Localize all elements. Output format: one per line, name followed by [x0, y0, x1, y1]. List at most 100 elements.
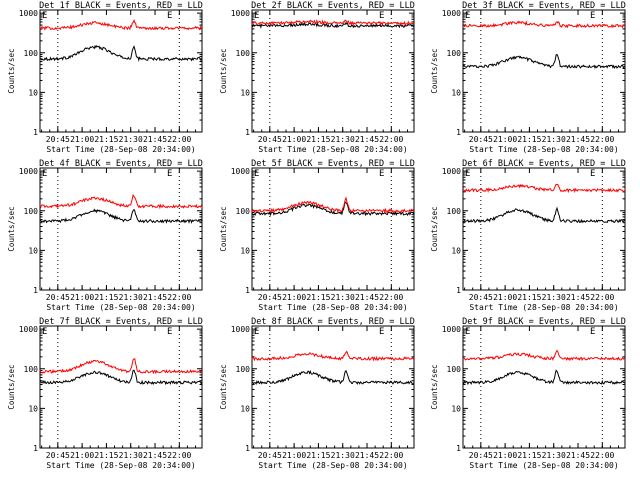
y-tick-label: 100: [24, 207, 39, 216]
corner-mark-left: E: [254, 327, 259, 337]
x-tick-label: 21:30: [331, 451, 355, 460]
x-axis-label: Start Time (28-Sep-08 20:34:00): [258, 461, 407, 470]
corner-mark-left: E: [42, 169, 47, 179]
y-tick-label: 100: [236, 207, 251, 216]
y-tick-label: 10: [28, 404, 38, 413]
x-tick-label: 21:30: [542, 451, 566, 460]
corner-mark-right: E: [379, 169, 384, 179]
x-tick-label: 22:00: [379, 293, 403, 302]
series-events-line: [462, 53, 626, 70]
series-lld-line: [251, 350, 415, 362]
x-tick-label: 22:00: [167, 451, 191, 460]
panel-title: Det 2f BLACK = Events, RED = LLD: [251, 1, 415, 11]
corner-mark-left: E: [254, 169, 259, 179]
plot-frame: [462, 167, 626, 291]
y-tick-label: 1: [245, 286, 250, 295]
x-tick-label: 21:30: [331, 293, 355, 302]
corner-mark-left: E: [42, 327, 47, 337]
plot-frame: [39, 9, 203, 133]
y-tick-label: 1: [33, 128, 38, 137]
y-tick-label: 100: [447, 207, 462, 216]
x-axis-label: Start Time (28-Sep-08 20:34:00): [469, 461, 618, 470]
x-tick-label: 21:45: [566, 135, 590, 144]
x-tick-label: 21:45: [566, 451, 590, 460]
y-axis-label: Counts/sec: [7, 48, 16, 93]
x-tick-label: 21:15: [94, 293, 118, 302]
y-tick-label: 10: [451, 246, 461, 255]
corner-mark-left: E: [465, 169, 470, 179]
x-tick-label: 22:00: [167, 293, 191, 302]
x-tick-label: 21:45: [355, 451, 379, 460]
x-axis-label: Start Time (28-Sep-08 20:34:00): [46, 145, 195, 154]
series-lld-line: [39, 358, 203, 375]
y-tick-label: 100: [24, 49, 39, 58]
y-tick-label: 1000: [231, 325, 250, 334]
x-tick-label: 21:00: [493, 135, 517, 144]
y-axis-label: Counts/sec: [219, 48, 228, 93]
x-axis-label: Start Time (28-Sep-08 20:34:00): [469, 145, 618, 154]
x-tick-label: 20:45: [258, 293, 282, 302]
x-axis-label: Start Time (28-Sep-08 20:34:00): [258, 303, 407, 312]
y-tick-label: 10: [451, 404, 461, 413]
y-tick-label: 10: [240, 246, 250, 255]
corner-mark-right: E: [590, 11, 595, 21]
series-lld-line: [463, 183, 626, 194]
y-tick-label: 100: [24, 365, 39, 374]
x-axis-label: Start Time (28-Sep-08 20:34:00): [46, 303, 195, 312]
series-lld-line: [462, 20, 626, 29]
corner-mark-right: E: [167, 327, 172, 337]
plot-frame: [462, 9, 626, 133]
series-lld-line: [39, 193, 203, 210]
y-tick-label: 1000: [19, 325, 38, 334]
corner-mark-left: E: [465, 11, 470, 21]
plot-frame: [462, 325, 626, 449]
panel-title: Det 5f BLACK = Events, RED = LLD: [251, 159, 415, 169]
series-events-line: [251, 21, 415, 29]
x-tick-label: 21:15: [517, 135, 541, 144]
x-tick-label: 21:15: [94, 135, 118, 144]
corner-mark-right: E: [379, 11, 384, 21]
y-tick-label: 1: [245, 444, 250, 453]
x-tick-label: 21:15: [517, 451, 541, 460]
plot-frame: [251, 325, 415, 449]
x-tick-label: 21:30: [542, 135, 566, 144]
corner-mark-left: E: [254, 11, 259, 21]
x-tick-label: 21:00: [70, 451, 94, 460]
series-events-line: [39, 369, 203, 386]
x-tick-label: 22:00: [167, 135, 191, 144]
x-tick-label: 21:00: [282, 451, 306, 460]
plot-frame: [251, 9, 415, 133]
y-axis-label: Counts/sec: [219, 364, 228, 409]
corner-mark-left: E: [42, 11, 47, 21]
x-tick-label: 21:45: [143, 451, 167, 460]
y-tick-label: 100: [447, 49, 462, 58]
y-tick-label: 1: [456, 128, 461, 137]
x-tick-label: 21:00: [493, 293, 517, 302]
x-axis-label: Start Time (28-Sep-08 20:34:00): [469, 303, 618, 312]
series-lld-line: [39, 19, 203, 31]
x-tick-label: 20:45: [46, 293, 70, 302]
y-tick-label: 1: [456, 286, 461, 295]
x-tick-label: 21:30: [119, 293, 143, 302]
panel-title: Det 8f BLACK = Events, RED = LLD: [251, 317, 415, 327]
x-tick-label: 21:15: [517, 293, 541, 302]
panel-title: Det 1f BLACK = Events, RED = LLD: [39, 1, 203, 11]
plot-frame: [39, 325, 203, 449]
x-tick-label: 21:15: [306, 451, 330, 460]
y-axis-label: Counts/sec: [219, 206, 228, 251]
x-tick-label: 21:45: [566, 293, 590, 302]
x-tick-label: 20:45: [258, 135, 282, 144]
y-tick-label: 1: [33, 286, 38, 295]
corner-mark-right: E: [167, 169, 172, 179]
series-lld-line: [462, 349, 626, 362]
y-tick-label: 1000: [442, 167, 461, 176]
x-tick-label: 21:30: [119, 451, 143, 460]
x-tick-label: 21:00: [282, 135, 306, 144]
